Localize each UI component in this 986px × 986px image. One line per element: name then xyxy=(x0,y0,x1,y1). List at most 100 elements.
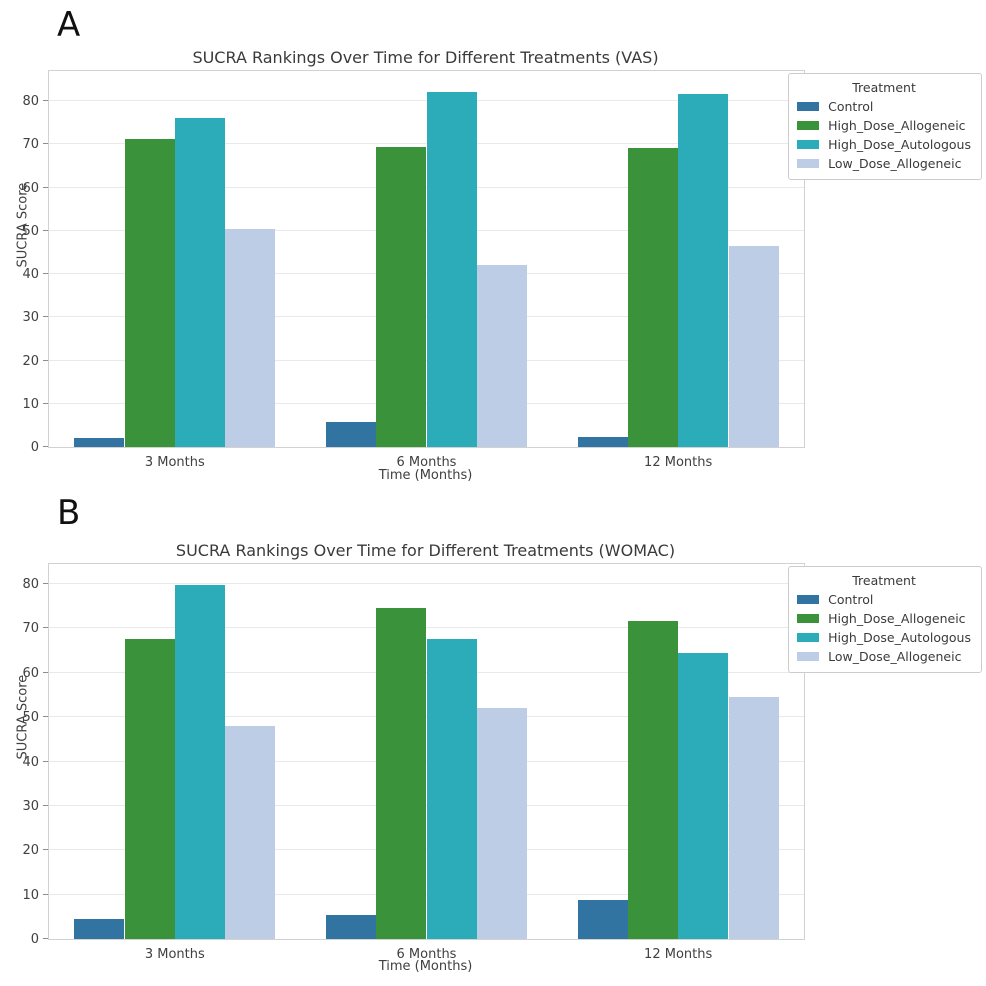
legend-title: Treatment xyxy=(852,573,916,588)
bar-low-dose-allogeneic-3-months xyxy=(225,726,276,939)
y-tick-label: 70 xyxy=(22,621,39,637)
bar-high-dose-autologous-12-months xyxy=(678,93,729,447)
bar-low-dose-allogeneic-6-months xyxy=(476,264,528,447)
y-tick-label: 80 xyxy=(22,576,39,592)
legend-swatch-icon xyxy=(797,595,820,604)
y-tick-label: 20 xyxy=(22,353,39,369)
y-tick-mark xyxy=(43,143,48,145)
legend-item-control: Control xyxy=(797,99,971,114)
bar-low-dose-allogeneic-12-months xyxy=(728,246,779,447)
y-tick-mark xyxy=(43,716,48,718)
y-tick-mark xyxy=(43,100,48,102)
y-tick-label: 50 xyxy=(22,710,39,726)
bar-high-dose-autologous-6-months xyxy=(426,639,477,939)
y-tick-label: 40 xyxy=(22,267,39,283)
y-tick-label: 0 xyxy=(30,932,39,947)
y-axis-label: SUCRA Score xyxy=(15,182,31,267)
chart-panel-b: B SUCRA Rankings Over Time for Different… xyxy=(0,493,986,986)
bar-high-dose-allogeneic-12-months xyxy=(627,147,679,447)
bar-high-dose-autologous-3-months xyxy=(174,118,226,447)
y-tick-label: 40 xyxy=(22,754,39,770)
y-tick-mark xyxy=(43,804,48,806)
x-tick-label: 12 Months xyxy=(644,455,713,470)
chart-title: SUCRA Rankings Over Time for Different T… xyxy=(192,48,659,67)
legend-item-high-dose-allogeneic: High_Dose_Allogeneic xyxy=(797,118,971,133)
y-tick-mark xyxy=(43,359,48,361)
legend-item-high-dose-autologous: High_Dose_Autologous xyxy=(797,630,971,645)
bar-control-3-months xyxy=(74,919,125,939)
x-axis-label: Time (Months) xyxy=(378,959,473,974)
legend-swatch-icon xyxy=(797,121,820,130)
x-tick-label: 12 Months xyxy=(644,947,713,962)
gridline xyxy=(49,582,804,584)
legend-swatch-icon xyxy=(797,159,820,168)
y-tick-label: 0 xyxy=(30,440,39,455)
y-tick-label: 50 xyxy=(22,223,39,239)
y-tick-label: 30 xyxy=(22,310,39,326)
bar-high-dose-allogeneic-6-months xyxy=(376,608,427,939)
bar-high-dose-allogeneic-12-months xyxy=(627,621,679,939)
bar-control-3-months xyxy=(74,438,125,447)
legend-item-label: High_Dose_Allogeneic xyxy=(828,118,966,133)
x-tick-label: 3 Months xyxy=(144,947,205,962)
legend-item-control: Control xyxy=(797,592,971,607)
legend-item-label: High_Dose_Autologous xyxy=(828,630,971,645)
y-axis-label: SUCRA Score xyxy=(15,674,31,760)
legend-swatch-icon xyxy=(797,652,820,661)
bar-low-dose-allogeneic-12-months xyxy=(728,697,779,939)
legend-box: Treatment Control High_Dose_Allogeneic Hig… xyxy=(788,566,982,673)
bar-high-dose-autologous-6-months xyxy=(426,91,477,447)
y-tick-mark xyxy=(43,671,48,673)
legend-title: Treatment xyxy=(852,80,916,95)
y-tick-label: 60 xyxy=(22,665,39,681)
legend-swatch-icon xyxy=(797,102,820,111)
panel-label-a: A xyxy=(57,5,81,45)
y-tick-mark xyxy=(43,760,48,762)
bar-control-6-months xyxy=(325,421,377,447)
y-tick-mark xyxy=(43,186,48,188)
bar-high-dose-autologous-3-months xyxy=(174,584,226,939)
plot-area: SUCRA Score 0 10 20 30 40 50 60 70 80 3 Months 6 M… xyxy=(16,70,805,470)
x-tick-label: 6 Months xyxy=(396,455,457,470)
y-tick-mark xyxy=(43,402,48,404)
plot-area: SUCRA Score 0 10 20 30 40 50 60 70 80 3 Months 6 M… xyxy=(16,563,805,962)
legend-box: Treatment Control High_Dose_Allogeneic Hig… xyxy=(788,73,982,180)
legend-items: Control High_Dose_Allogeneic High_Dose_Aut… xyxy=(797,99,971,171)
bar-high-dose-allogeneic-3-months xyxy=(124,638,175,939)
gridline xyxy=(49,627,804,629)
y-tick-mark xyxy=(43,582,48,584)
y-tick-mark xyxy=(43,273,48,275)
legend-item-label: Low_Dose_Allogeneic xyxy=(828,649,962,664)
bar-high-dose-allogeneic-6-months xyxy=(376,147,427,447)
legend-item-high-dose-autologous: High_Dose_Autologous xyxy=(797,137,971,152)
y-tick-mark xyxy=(43,627,48,629)
legend-item-label: Low_Dose_Allogeneic xyxy=(828,156,962,171)
y-tick-mark xyxy=(43,849,48,851)
y-tick-label: 80 xyxy=(22,94,39,110)
legend-item-low-dose-allogeneic: Low_Dose_Allogeneic xyxy=(797,649,971,664)
y-tick-label: 10 xyxy=(22,887,39,903)
bar-control-12-months xyxy=(577,436,628,447)
legend-item-high-dose-allogeneic: High_Dose_Allogeneic xyxy=(797,611,971,626)
y-tick-label: 20 xyxy=(22,843,39,859)
legend-swatch-icon xyxy=(797,614,820,623)
legend-item-label: High_Dose_Autologous xyxy=(828,137,971,152)
x-tick-label: 3 Months xyxy=(144,455,205,470)
legend-item-label: Control xyxy=(828,99,874,114)
y-tick-mark xyxy=(43,229,48,231)
bar-low-dose-allogeneic-3-months xyxy=(225,229,276,447)
bar-high-dose-autologous-12-months xyxy=(678,652,729,939)
legend-item-label: Control xyxy=(828,592,874,607)
panel-label-b: B xyxy=(57,493,81,533)
y-tick-label: 60 xyxy=(22,180,39,196)
y-tick-mark xyxy=(43,316,48,318)
legend-swatch-icon xyxy=(797,633,820,642)
y-tick-mark xyxy=(43,446,48,447)
y-tick-mark xyxy=(43,893,48,895)
bar-control-6-months xyxy=(325,914,377,939)
chart-panel-a: A SUCRA Rankings Over Time for Different… xyxy=(16,5,982,483)
x-axis-label: Time (Months) xyxy=(378,468,473,483)
y-tick-mark xyxy=(43,938,48,939)
bar-high-dose-allogeneic-3-months xyxy=(124,139,175,447)
